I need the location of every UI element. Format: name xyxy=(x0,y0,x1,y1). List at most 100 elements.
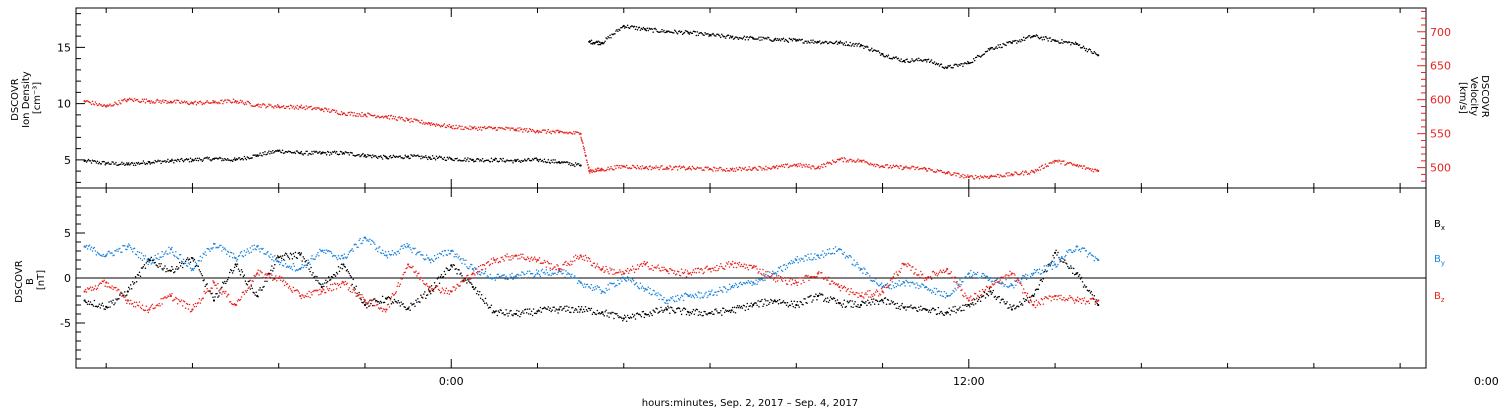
by-sample xyxy=(931,290,934,292)
ion-density-sample xyxy=(880,52,883,55)
ion-density-sample xyxy=(855,42,857,45)
bz-sample xyxy=(547,262,550,264)
velocity-sample xyxy=(1068,162,1070,165)
bz-sample xyxy=(414,271,416,274)
by-sample xyxy=(578,280,581,282)
bx-sample xyxy=(733,306,736,308)
bz-sample xyxy=(627,272,630,275)
velocity-sample xyxy=(831,159,834,161)
by-sample xyxy=(492,277,495,279)
ion-density-sample xyxy=(609,34,611,37)
by-sample xyxy=(750,280,752,283)
bx-sample xyxy=(937,306,940,309)
velocity-sample xyxy=(529,128,532,131)
bz-sample xyxy=(116,290,118,292)
bz-sample xyxy=(216,287,218,289)
bx-sample xyxy=(115,298,117,300)
velocity-sample xyxy=(583,149,586,151)
bx-sample xyxy=(1005,302,1007,305)
velocity-sample xyxy=(585,154,587,157)
velocity-sample xyxy=(406,117,408,120)
velocity-sample xyxy=(1031,170,1034,172)
bz-sample xyxy=(655,267,657,269)
ion-density-sample xyxy=(438,155,441,157)
velocity-sample xyxy=(179,102,182,104)
bz-sample xyxy=(384,310,387,313)
bz-sample xyxy=(154,307,156,309)
by-sample xyxy=(504,278,506,280)
bx-sample xyxy=(129,284,132,286)
by-point xyxy=(342,257,345,260)
by-sample xyxy=(702,297,704,299)
bx-sample xyxy=(1015,307,1017,309)
bx-sample xyxy=(912,307,914,310)
bx-sample xyxy=(809,295,811,298)
bx-sample xyxy=(706,313,708,316)
bz-sample xyxy=(186,303,189,305)
ion-density-sample xyxy=(797,39,799,42)
bx-sample xyxy=(796,300,799,303)
bz-sample xyxy=(735,266,738,269)
ion-density-sample xyxy=(480,160,483,162)
bx-sample xyxy=(112,299,114,301)
velocity-sample xyxy=(1013,173,1015,176)
velocity-sample xyxy=(754,166,756,169)
bx-sample xyxy=(354,288,356,290)
bx-sample xyxy=(661,309,663,311)
ion-density-sample xyxy=(125,163,127,166)
by-sample xyxy=(280,259,283,262)
ion-density-sample xyxy=(763,37,765,39)
bx-sample xyxy=(310,266,312,269)
by-sample xyxy=(268,255,270,257)
by-sample xyxy=(1019,277,1021,279)
bx-sample xyxy=(518,310,520,313)
by-sample xyxy=(1008,285,1010,288)
by-sample xyxy=(468,267,470,270)
bx-sample xyxy=(138,271,141,273)
bz-sample xyxy=(396,285,399,287)
velocity-sample xyxy=(661,165,663,167)
bz-sample xyxy=(712,267,714,270)
bx-sample xyxy=(415,299,417,301)
velocity-sample xyxy=(820,165,822,168)
by-sample xyxy=(654,293,656,296)
by-sample xyxy=(847,256,849,259)
ion-density-sample xyxy=(381,158,384,160)
bz-sample xyxy=(164,296,166,298)
velocity-sample xyxy=(287,105,290,107)
bz-point xyxy=(795,281,798,284)
bx-sample xyxy=(517,314,519,317)
velocity-sample xyxy=(393,117,396,120)
ion-density-sample xyxy=(882,55,885,57)
velocity-sample xyxy=(490,126,493,128)
ion-density-sample xyxy=(921,60,924,63)
bx-sample xyxy=(1029,299,1032,301)
ion-density-sample xyxy=(1082,45,1085,48)
by-sample xyxy=(387,250,390,253)
bz-sample xyxy=(139,306,142,308)
velocity-sample xyxy=(249,102,252,105)
bz-sample xyxy=(519,257,521,260)
velocity-sample xyxy=(861,161,863,163)
ion-density-sample xyxy=(810,39,812,41)
ion-density-sample xyxy=(879,54,882,56)
velocity-sample xyxy=(149,102,152,104)
ion-density-sample xyxy=(683,31,686,34)
ion-density-sample xyxy=(448,156,451,158)
bx-sample xyxy=(481,298,484,301)
bz-sample xyxy=(188,303,191,306)
bx-sample xyxy=(1040,278,1043,281)
ion-density-sample xyxy=(821,42,823,44)
velocity-sample xyxy=(182,101,185,104)
velocity-sample xyxy=(120,103,122,105)
by-sample xyxy=(373,241,375,244)
ion-density-sample xyxy=(856,45,858,47)
by-sample xyxy=(224,247,226,249)
bz-sample xyxy=(495,259,498,261)
ion-density-sample xyxy=(1071,41,1074,44)
by-sample xyxy=(435,257,438,259)
ion-density-sample xyxy=(1026,36,1029,38)
by-sample xyxy=(869,275,871,277)
by-point xyxy=(989,276,992,280)
ion-density-sample xyxy=(704,31,706,34)
